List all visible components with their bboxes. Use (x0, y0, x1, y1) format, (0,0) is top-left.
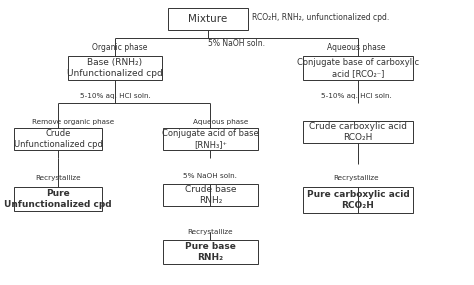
Text: Base (RNH₂)
Unfunctionalized cpd: Base (RNH₂) Unfunctionalized cpd (67, 58, 163, 78)
Text: Pure base
RNH₂: Pure base RNH₂ (185, 242, 236, 262)
FancyBboxPatch shape (163, 128, 258, 150)
FancyBboxPatch shape (303, 56, 413, 80)
FancyBboxPatch shape (168, 8, 248, 30)
Text: Aqueous phase: Aqueous phase (327, 44, 385, 52)
Text: Recrystallize: Recrystallize (333, 175, 379, 181)
Text: Organic phase: Organic phase (92, 44, 148, 52)
Text: 5-10% aq. HCl soln.: 5-10% aq. HCl soln. (80, 93, 150, 99)
Text: 5% NaOH soln.: 5% NaOH soln. (183, 173, 237, 179)
Text: 5% NaOH soln.: 5% NaOH soln. (208, 40, 265, 48)
FancyBboxPatch shape (303, 187, 413, 213)
FancyBboxPatch shape (163, 240, 258, 264)
Text: Crude
Unfunctionalized cpd: Crude Unfunctionalized cpd (14, 129, 102, 149)
FancyBboxPatch shape (14, 128, 102, 150)
Text: Mixture: Mixture (188, 14, 228, 24)
Text: RCO₂H, RNH₂, unfunctionalized cpd.: RCO₂H, RNH₂, unfunctionalized cpd. (252, 13, 389, 21)
Text: Pure carboxylic acid
RCO₂H: Pure carboxylic acid RCO₂H (307, 190, 410, 210)
Text: Conjugate base of carboxylic
acid [RCO₂⁻]: Conjugate base of carboxylic acid [RCO₂⁻… (297, 58, 419, 78)
Text: Crude carboxylic acid
RCO₂H: Crude carboxylic acid RCO₂H (309, 122, 407, 142)
Text: Conjugate acid of base
[RNH₃]⁺: Conjugate acid of base [RNH₃]⁺ (162, 129, 259, 149)
Text: Aqueous phase: Aqueous phase (192, 119, 248, 125)
Text: Crude base
RNH₂: Crude base RNH₂ (185, 185, 236, 205)
Text: Remove organic phase: Remove organic phase (32, 119, 114, 125)
FancyBboxPatch shape (303, 121, 413, 143)
Text: 5-10% aq. HCl soln.: 5-10% aq. HCl soln. (320, 93, 392, 99)
FancyBboxPatch shape (163, 184, 258, 206)
Text: Pure
Unfunctionalized cpd: Pure Unfunctionalized cpd (4, 189, 112, 209)
Text: Recrystallize: Recrystallize (187, 229, 233, 235)
FancyBboxPatch shape (68, 56, 162, 80)
FancyBboxPatch shape (14, 187, 102, 211)
Text: Recrystallize: Recrystallize (35, 175, 81, 181)
